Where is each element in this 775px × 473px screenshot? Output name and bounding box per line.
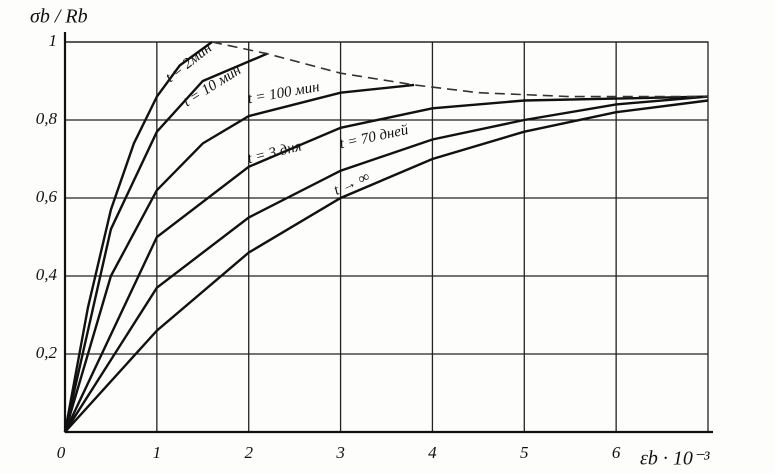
x-tick-label: 2 — [244, 443, 253, 462]
y-tick-label: 0,2 — [36, 343, 58, 362]
y-tick-label: 0,8 — [36, 109, 58, 128]
curve-label: t = 100 мин — [247, 79, 321, 107]
series-line — [63, 83, 415, 433]
envelope-line — [211, 41, 708, 98]
series-line — [63, 95, 709, 433]
curve-label: t = 3 дня — [246, 138, 303, 167]
series-line — [63, 52, 268, 433]
y-tick-label: 0,6 — [36, 187, 58, 206]
x-tick-label: 5 — [520, 443, 529, 462]
series-line — [63, 41, 213, 433]
x-tick-label: 3 — [335, 443, 345, 462]
x-tick-label: 4 — [428, 443, 437, 462]
y-tick-label: 1 — [49, 31, 58, 50]
y-tick-label: 0,4 — [36, 265, 58, 284]
plot-frame — [64, 41, 709, 433]
series-line — [63, 95, 709, 433]
x-tick-label: 6 — [612, 443, 621, 462]
series-line — [64, 99, 709, 433]
x-tick-label: 0 — [57, 443, 66, 462]
y-axis-label: σb / Rb — [30, 6, 88, 28]
x-axis-label: εb · 10⁻³ — [640, 448, 710, 470]
x-tick-label: 1 — [153, 443, 162, 462]
